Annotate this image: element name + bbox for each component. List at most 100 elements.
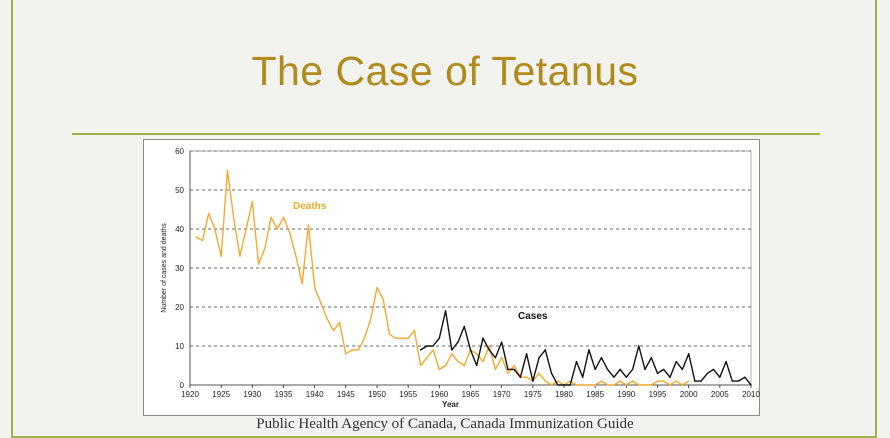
data-point-deaths <box>638 384 640 386</box>
data-point-deaths <box>232 216 235 218</box>
data-point-deaths <box>650 384 652 386</box>
y-tick-label: 60 <box>175 147 184 156</box>
data-point-cases <box>557 384 559 386</box>
x-tick-label: 1980 <box>555 390 573 399</box>
data-point-deaths <box>482 360 484 363</box>
data-point-cases <box>725 360 727 363</box>
y-tick-label: 0 <box>180 381 185 390</box>
x-tick-label: 1960 <box>430 390 448 399</box>
x-tick-label: 1975 <box>524 390 542 399</box>
data-point-cases <box>457 341 459 343</box>
data-point-cases <box>750 384 752 386</box>
data-point-cases <box>744 376 746 378</box>
data-point-cases <box>563 384 565 386</box>
y-tick-label: 50 <box>175 186 184 195</box>
x-tick-label: 1930 <box>243 390 261 399</box>
data-point-cases <box>675 360 677 363</box>
data-point-deaths <box>419 364 422 367</box>
data-point-deaths <box>444 364 447 367</box>
data-point-deaths <box>276 228 278 230</box>
data-point-cases <box>600 357 603 359</box>
data-point-deaths <box>538 372 540 374</box>
data-point-cases <box>500 341 503 343</box>
data-point-deaths <box>476 353 478 355</box>
data-point-deaths <box>313 286 316 289</box>
y-tick-label: 10 <box>175 342 184 351</box>
data-point-deaths <box>687 380 690 382</box>
data-point-deaths <box>663 380 665 382</box>
data-point-deaths <box>395 337 397 339</box>
x-tick-label: 2010 <box>742 390 760 399</box>
x-tick-label: 1970 <box>493 390 511 399</box>
data-point-deaths <box>644 384 646 386</box>
data-point-deaths <box>351 349 353 351</box>
chart-grid <box>190 150 751 347</box>
data-point-deaths <box>376 286 378 289</box>
data-point-deaths <box>345 353 347 355</box>
data-point-cases <box>513 368 515 371</box>
data-point-deaths <box>245 228 247 230</box>
data-point-cases <box>694 380 696 382</box>
data-point-deaths <box>681 384 684 386</box>
chart-axes <box>189 150 752 388</box>
data-point-deaths <box>239 255 241 257</box>
data-point-deaths <box>251 201 254 203</box>
data-point-deaths <box>488 345 490 347</box>
data-point-deaths <box>525 376 528 378</box>
data-point-deaths <box>295 255 297 257</box>
data-point-deaths <box>407 337 409 339</box>
data-point-cases <box>482 337 484 339</box>
data-point-cases <box>532 380 534 382</box>
series-line-deaths <box>195 169 690 386</box>
data-point-cases <box>737 380 740 382</box>
data-point-cases <box>507 368 509 371</box>
x-tick-label: 1935 <box>275 390 293 399</box>
data-point-deaths <box>370 318 372 320</box>
data-point-deaths <box>507 372 509 374</box>
x-tick-label: 1995 <box>649 390 667 399</box>
x-tick-label: 1945 <box>337 390 355 399</box>
data-point-cases <box>631 368 634 371</box>
data-point-cases <box>438 337 441 339</box>
data-point-deaths <box>500 357 503 359</box>
slide-title: The Case of Tetanus <box>251 48 639 94</box>
y-axis-title: Number of cases and deaths <box>161 223 168 313</box>
data-point-cases <box>669 376 671 378</box>
title-divider <box>72 133 820 135</box>
data-point-cases <box>606 368 609 371</box>
data-point-cases <box>544 349 546 351</box>
data-point-cases <box>476 364 478 367</box>
data-point-cases <box>700 380 702 382</box>
data-point-deaths <box>606 384 609 386</box>
tetanus-line-chart: 0 10 20 30 40 50 60 1920 1925 1930 1935 1940 1945 195… <box>161 147 760 409</box>
data-point-deaths <box>214 228 216 230</box>
data-point-deaths <box>557 380 559 382</box>
data-point-deaths <box>582 384 584 386</box>
data-point-cases <box>432 345 434 347</box>
data-point-deaths <box>226 169 229 172</box>
data-point-cases <box>444 310 447 312</box>
y-tick-label: 30 <box>175 264 184 273</box>
x-tick-label: 1950 <box>368 390 386 399</box>
annotation-deaths: Deaths <box>293 201 327 212</box>
data-point-deaths <box>544 380 546 382</box>
data-point-cases <box>681 368 684 371</box>
data-point-deaths <box>220 255 222 257</box>
x-tick-label: 1925 <box>212 390 230 399</box>
data-point-deaths <box>413 329 416 332</box>
data-point-cases <box>419 349 422 351</box>
data-point-deaths <box>656 380 659 382</box>
data-point-cases <box>588 349 590 351</box>
data-point-deaths <box>613 384 615 386</box>
data-point-deaths <box>201 240 204 242</box>
x-tick-label: 1985 <box>586 390 604 399</box>
data-point-deaths <box>382 298 384 300</box>
data-point-cases <box>469 349 472 351</box>
data-point-deaths <box>301 282 303 285</box>
data-point-cases <box>619 368 621 371</box>
data-point-deaths <box>289 232 291 234</box>
data-point-cases <box>550 372 553 374</box>
annotation-cases: Cases <box>518 311 548 322</box>
data-point-deaths <box>625 384 628 386</box>
data-point-cases <box>463 325 465 328</box>
